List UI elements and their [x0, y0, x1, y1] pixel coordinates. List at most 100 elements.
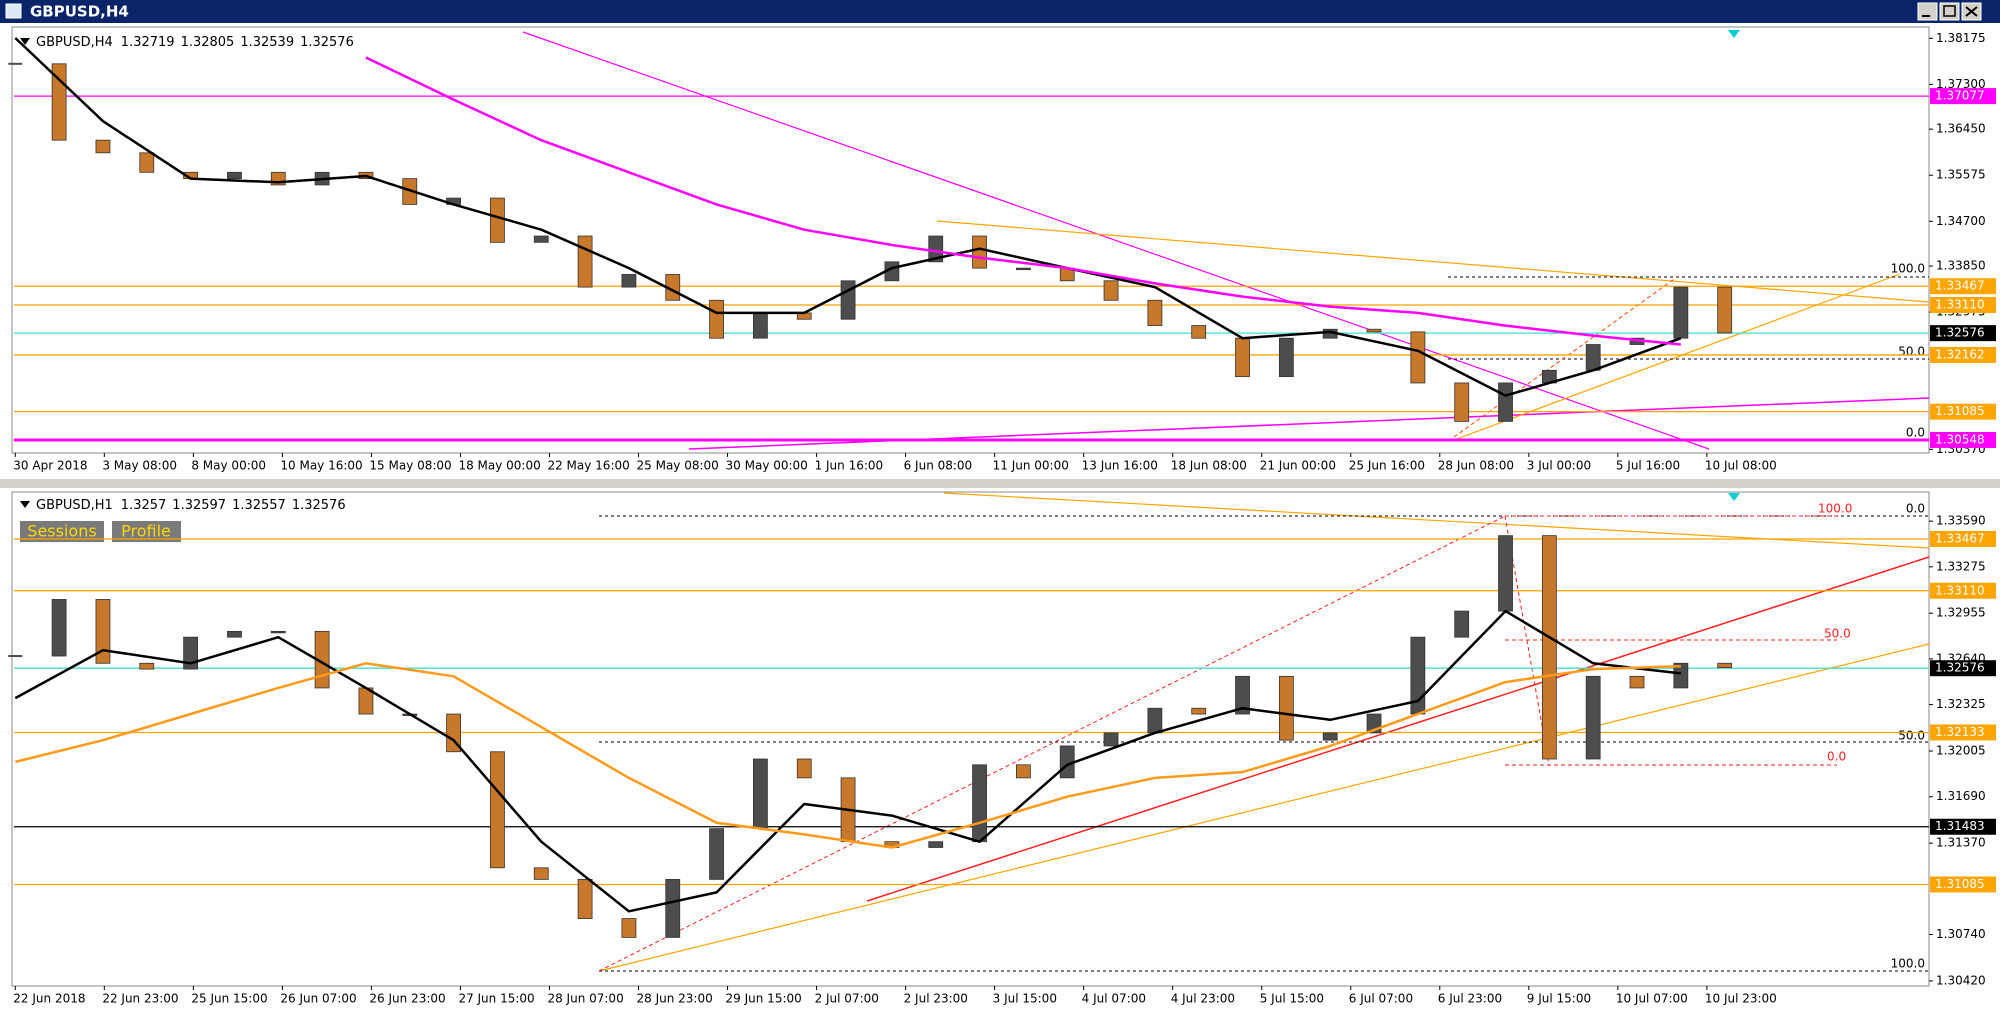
- h1-plot-frame: [11, 491, 1930, 987]
- price-level-box: [1930, 325, 1996, 342]
- price-level-label: 1.31085: [1935, 877, 1985, 891]
- x-tick-label: 6 Jul 23:00: [1438, 992, 1502, 1006]
- candle: [1103, 732, 1119, 747]
- price-level-label: 1.32133: [1935, 725, 1985, 739]
- minimize-button[interactable]: [1917, 2, 1938, 21]
- x-tick-label: 30 May 00:00: [726, 459, 808, 473]
- button-label[interactable]: Profile: [121, 522, 171, 541]
- candle: [533, 235, 549, 243]
- x-tick-label: 11 Jun 00:00: [993, 459, 1069, 473]
- candle: [1585, 344, 1601, 371]
- candle: [1717, 286, 1733, 334]
- price-level-box: [1930, 88, 1996, 105]
- candle: [95, 139, 111, 154]
- y-tick-label: 1.33850: [1936, 259, 1986, 273]
- candle: [1103, 280, 1119, 301]
- candle: [490, 197, 505, 243]
- window-buttons: [1917, 2, 1982, 21]
- candle: [840, 280, 856, 320]
- x-tick-label: 8 May 00:00: [191, 459, 266, 473]
- price-level-label: 1.33467: [1935, 279, 1985, 293]
- x-tick-label: 9 Jul 15:00: [1527, 992, 1591, 1006]
- candle: [1235, 337, 1250, 378]
- price-level-box: [1930, 278, 1996, 295]
- candle: [1410, 331, 1426, 384]
- candle: [1673, 286, 1689, 339]
- x-tick-label: 2 Jul 23:00: [904, 992, 968, 1006]
- candle: [1147, 299, 1163, 326]
- price-level-box: [1930, 530, 1996, 547]
- x-tick-label: 25 May 08:00: [637, 459, 719, 473]
- price-level-box: [1930, 431, 1996, 448]
- profile-button[interactable]: [112, 521, 181, 542]
- window-icon: [5, 3, 22, 19]
- candle: [753, 312, 768, 339]
- shift-marker: [1728, 493, 1740, 501]
- candle: [621, 274, 637, 288]
- h4-plot-frame: [11, 26, 1930, 454]
- x-tick-label: 15 May 08:00: [369, 459, 451, 473]
- candle: [1322, 732, 1338, 741]
- candle: [1278, 675, 1294, 741]
- candle: [928, 841, 944, 848]
- candle: [796, 758, 812, 779]
- x-tick-label: 4 Jul 23:00: [1171, 992, 1235, 1006]
- price-level-label: 1.30548: [1935, 432, 1985, 446]
- maximize-icon: [1943, 5, 1956, 17]
- collapse-arrow[interactable]: [20, 501, 30, 508]
- candle: [1235, 675, 1250, 715]
- candle: [577, 878, 593, 919]
- x-tick-label: 25 Jun 15:00: [191, 992, 267, 1006]
- candle: [95, 599, 111, 664]
- trend-line: [1453, 273, 1901, 441]
- x-tick-label: 18 May 00:00: [458, 459, 540, 473]
- y-tick-label: 1.31370: [1936, 836, 1986, 850]
- x-tick-label: 25 Jun 16:00: [1349, 459, 1425, 473]
- sessions-button[interactable]: [20, 521, 104, 542]
- y-tick-label: 1.32955: [1936, 606, 1986, 620]
- x-tick-label: 10 Jul 08:00: [1705, 459, 1777, 473]
- y-tick-label: 1.35575: [1936, 168, 1986, 182]
- y-tick-label: 1.32005: [1936, 744, 1986, 758]
- fib-label: 100.0: [1818, 502, 1852, 516]
- x-tick-label: 1 Jun 16:00: [815, 459, 884, 473]
- x-tick-label: 26 Jun 07:00: [280, 992, 356, 1006]
- candle: [1541, 535, 1557, 760]
- x-tick-label: 13 Jun 16:00: [1082, 459, 1158, 473]
- window-title: GBPUSD,H4: [30, 3, 129, 21]
- candle: [1585, 675, 1601, 760]
- y-tick-label: 1.33275: [1936, 559, 1986, 573]
- collapse-arrow[interactable]: [20, 38, 30, 45]
- fib-diagonal: [1453, 276, 1678, 438]
- price-level-label: 1.31085: [1935, 404, 1985, 418]
- price-level-label: 1.33110: [1935, 583, 1985, 597]
- candle: [270, 630, 286, 634]
- price-level-label: 1.32576: [1935, 661, 1985, 675]
- candle: [51, 599, 67, 657]
- button-label[interactable]: Sessions: [27, 522, 96, 541]
- price-level-box: [1930, 297, 1996, 314]
- x-tick-label: 22 Jun 2018: [13, 992, 85, 1006]
- candle: [1015, 764, 1031, 779]
- candle: [8, 655, 23, 658]
- price-level-label: 1.37077: [1935, 89, 1985, 103]
- h1-header: GBPUSD,H1 1.3257 1.32597 1.32557 1.32576: [36, 498, 346, 513]
- x-tick-label: 4 Jul 07:00: [1082, 992, 1146, 1006]
- candle: [928, 235, 944, 263]
- x-tick-label: 22 May 16:00: [547, 459, 629, 473]
- x-tick-label: 6 Jun 08:00: [904, 459, 973, 473]
- x-tick-label: 21 Jun 00:00: [1260, 459, 1336, 473]
- trend-line: [936, 220, 1930, 303]
- price-level-label: 1.32576: [1935, 326, 1985, 340]
- price-level-label: 1.32162: [1935, 347, 1985, 361]
- price-level-box: [1930, 724, 1996, 741]
- x-tick-label: 3 May 08:00: [102, 459, 177, 473]
- price-level-box: [1930, 660, 1996, 677]
- candle: [1191, 707, 1207, 715]
- x-tick-label: 10 Jul 23:00: [1705, 992, 1777, 1006]
- trend-line: [598, 643, 1930, 972]
- x-tick-label: 10 Jul 07:00: [1616, 992, 1688, 1006]
- y-tick-label: 1.36450: [1936, 122, 1986, 136]
- candle: [533, 867, 549, 880]
